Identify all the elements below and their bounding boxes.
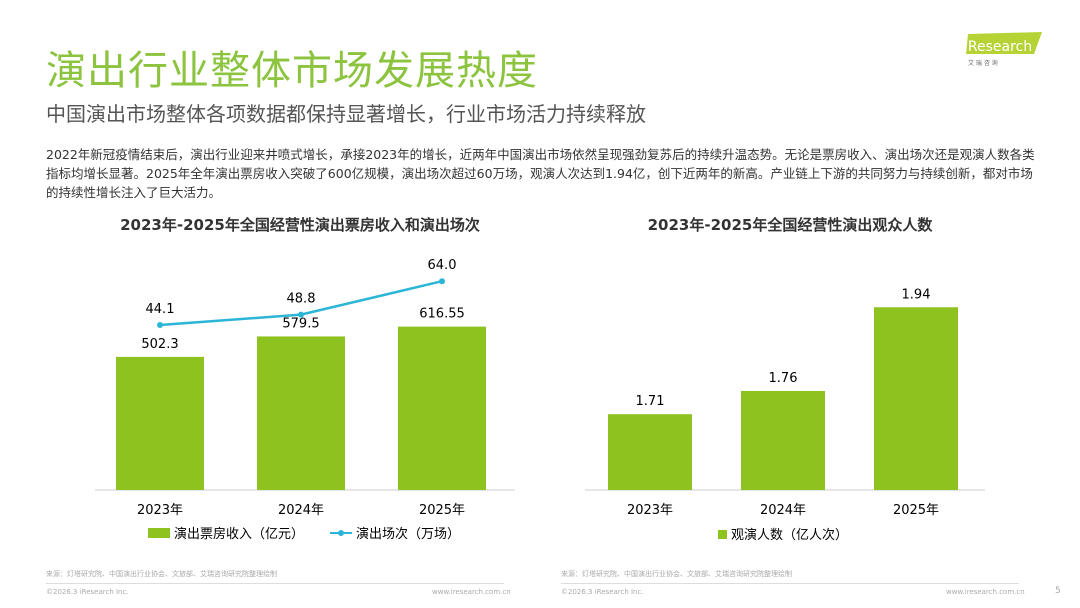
line-point [157, 321, 163, 328]
line-point [298, 311, 304, 318]
x-tick-label: 2024年 [278, 503, 324, 518]
body-paragraph: 2022年新冠疫情结束后，演出行业迎来井喷式增长，承接2023年的增长，近两年中… [46, 147, 1035, 200]
legend-bar-swatch [718, 530, 727, 539]
footer-divider-left [46, 583, 504, 584]
bar-label: 1.71 [636, 394, 665, 409]
x-tick-label: 2025年 [419, 503, 465, 518]
legend-bar-swatch [148, 528, 170, 538]
bar [116, 356, 204, 490]
line-point [439, 278, 445, 285]
chart2-title: 2023年-2025年全国经营性演出观众人数 [647, 216, 933, 234]
chart1-title: 2023年-2025年全国经营性演出票房收入和演出场次 [120, 216, 480, 234]
bar-label: 1.94 [902, 287, 931, 302]
bar [741, 390, 825, 490]
logo-subtext: 艾 瑞 咨 询 [968, 59, 998, 67]
bar-label: 616.55 [419, 307, 465, 322]
bar-label: 1.76 [769, 371, 798, 386]
iresearch-logo: iResearch 艾 瑞 咨 询 [958, 30, 1044, 68]
legend-line-label: 演出场次（万场） [356, 526, 460, 542]
page-number: 5 [1055, 586, 1061, 596]
x-tick-label: 2025年 [893, 503, 939, 518]
bar [608, 414, 692, 490]
copyright-left: ©2026.3 iResearch Inc. [46, 588, 129, 596]
bar [398, 326, 486, 490]
footer-divider-right [561, 583, 1019, 584]
line-label: 48.8 [287, 292, 316, 307]
page-subtitle: 中国演出市场整体各项数据都保持显著增长，行业市场活力持续释放 [46, 102, 646, 126]
page-title: 演出行业整体市场发展热度 [46, 48, 538, 94]
line-label: 44.1 [146, 302, 175, 317]
legend-bar-label: 观演人数（亿人次） [731, 527, 848, 543]
legend-bar-label: 演出票房收入（亿元） [174, 526, 304, 542]
line-label: 64.0 [428, 258, 457, 273]
bar [257, 336, 345, 490]
source-right: 来源：灯塔研究院、中国演出行业协会、文旅部、艾瑞咨询研究院整理绘制 [561, 570, 792, 578]
source-left: 来源：灯塔研究院、中国演出行业协会、文旅部、艾瑞咨询研究院整理绘制 [46, 570, 277, 578]
x-tick-label: 2023年 [137, 503, 183, 518]
x-tick-label: 2024年 [760, 503, 806, 518]
bar [874, 307, 958, 490]
bar-label: 502.3 [141, 337, 178, 352]
bar-label: 579.5 [282, 316, 319, 331]
logo-text: iResearch [964, 39, 1032, 55]
url-left: www.iresearch.com.cn [432, 588, 511, 596]
copyright-right: ©2026.3 iResearch Inc. [561, 588, 644, 596]
x-tick-label: 2023年 [627, 503, 673, 518]
legend-line-marker [338, 530, 344, 536]
charts-canvas: 502.3 2023年 579.5 2024年 616.55 2025年 44.1 48.8 6… [95, 258, 985, 543]
url-right: www.iresearch.com.cn [946, 588, 1025, 596]
